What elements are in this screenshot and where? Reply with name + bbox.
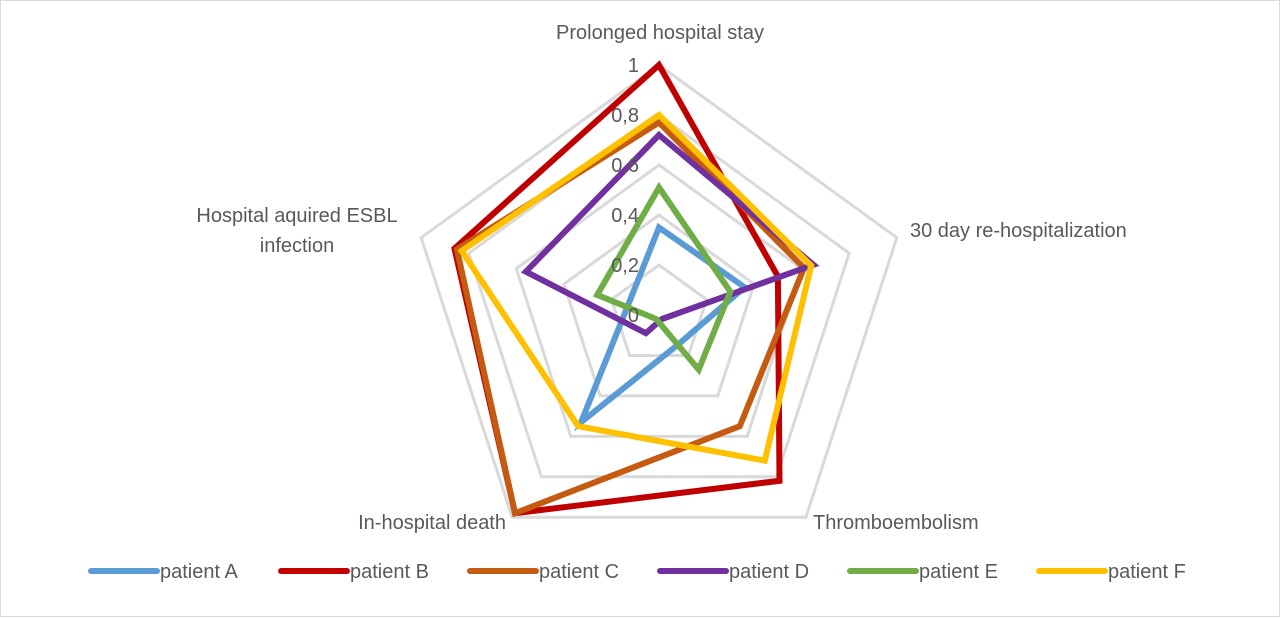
series-line-patient-e: [592, 181, 734, 376]
series-line-patient-b: [451, 60, 783, 517]
legend-label: patient B: [350, 561, 429, 583]
series-lines: [451, 60, 820, 518]
legend-item: patient E: [847, 561, 998, 583]
category-label: In-hospital death: [358, 512, 506, 534]
legend-label: patient F: [1108, 561, 1186, 583]
legend-item: patient D: [657, 561, 809, 583]
legend: patient A patient B patient C patient D pati…: [88, 561, 1186, 583]
legend-label: patient C: [539, 561, 619, 583]
grid-ring: [467, 113, 851, 479]
tick-label: 0,2: [611, 255, 639, 277]
radial-tick-labels: 0 0,2 0,4 0,6 0,8 1: [611, 55, 639, 327]
grid-ring: [419, 63, 899, 519]
legend-item: patient C: [467, 561, 619, 583]
series-line-patient-a: [574, 222, 750, 432]
category-label: Prolonged hospital stay: [556, 22, 764, 44]
tick-label: 1: [628, 55, 639, 77]
legend-item: patient B: [278, 561, 429, 583]
series-line-patient-f: [457, 111, 815, 465]
tick-label: 0,6: [611, 155, 639, 177]
grid-ring: [562, 213, 756, 398]
category-label: Thromboembolism: [813, 512, 979, 534]
grid: [419, 63, 899, 519]
legend-label: patient E: [919, 561, 998, 583]
legend-item: patient F: [1036, 561, 1186, 583]
grid-ring: [609, 263, 709, 357]
legend-label: patient A: [160, 561, 239, 583]
legend-item: patient A: [88, 561, 239, 583]
grid-ring: [514, 163, 804, 438]
tick-label: 0,8: [611, 105, 639, 127]
category-label: Hospital aquired ESBL infection: [196, 205, 397, 257]
category-labels: Prolonged hospital stay 30 day re-hospita…: [196, 22, 1126, 534]
category-label: 30 day re-hospitalization: [910, 220, 1127, 242]
tick-label: 0,4: [611, 205, 639, 227]
tick-label: 0: [628, 305, 639, 327]
legend-label: patient D: [729, 561, 809, 583]
